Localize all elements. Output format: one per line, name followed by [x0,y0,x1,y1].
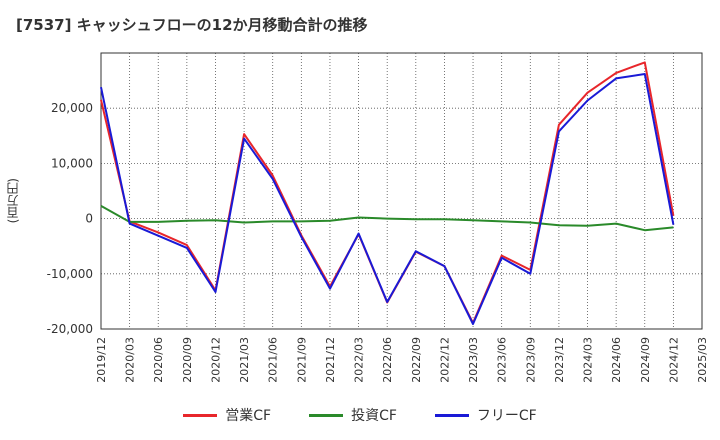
legend-label: 投資CF [351,408,397,424]
x-tick-label: 2022/09 [410,337,423,383]
x-tick-label: 2022/06 [381,337,394,383]
x-tick-label: 2022/12 [438,337,451,383]
x-tick-label: 2021/12 [324,337,337,383]
legend: 営業CF 投資CF フリーCF [0,405,720,425]
x-tick-label: 2020/06 [152,337,165,383]
x-tick-label: 2019/12 [95,337,108,383]
y-tick-label: 20,000 [51,101,93,115]
y-tick-label: -10,000 [47,267,93,281]
x-tick-label: 2023/09 [524,337,537,383]
y-tick-label: 10,000 [51,156,93,170]
legend-item: 営業CF [183,405,271,425]
x-tick-label: 2023/12 [553,337,566,383]
x-tick-label: 2020/03 [124,337,137,383]
x-tick-label: 2024/12 [667,337,680,383]
legend-swatch [434,413,469,417]
y-tick-label: 0 [85,212,93,226]
x-tick-label: 2022/03 [353,337,366,383]
series-line [100,73,675,325]
legend-item: フリーCF [434,405,537,425]
legend-swatch [309,413,344,417]
y-tick-label: -20,000 [47,322,93,336]
x-tick-label: 2021/03 [238,337,251,383]
legend-swatch [183,413,218,417]
x-tick-label: 2024/09 [639,337,652,383]
x-tick-label: 2025/03 [696,337,709,383]
x-tick-label: 2024/03 [582,337,595,383]
x-tick-label: 2020/12 [209,337,222,383]
legend-label: 営業CF [225,408,272,424]
x-tick-label: 2021/09 [295,337,308,383]
plot-border [100,52,703,330]
x-tick-label: 2023/06 [496,337,509,383]
x-tick-label: 2020/09 [181,337,194,383]
legend-item: 投資CF [309,405,397,425]
series-line [100,205,674,232]
legend-label: フリーCF [476,408,537,424]
x-tick-label: 2021/06 [267,337,280,383]
x-tick-label: 2023/03 [467,337,480,383]
x-tick-label: 2024/06 [610,337,623,383]
chart-title: [7537] キャッシュフローの12か月移動合計の推移 [16,16,368,34]
